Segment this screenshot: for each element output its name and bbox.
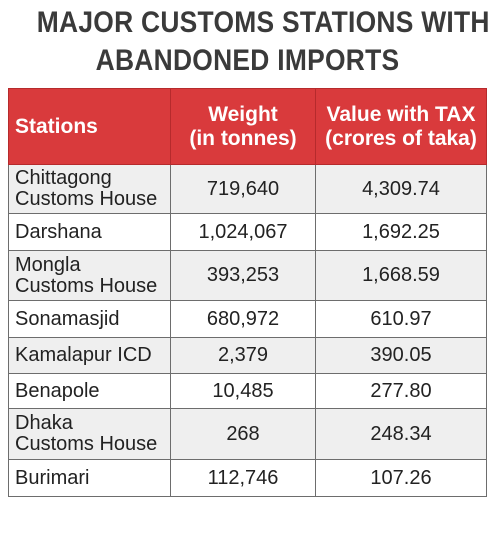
value-cell: 1,692.25 (315, 213, 487, 251)
value-cell: 4,309.74 (315, 164, 487, 214)
table-row: Benapole 10,485 277.80 (8, 373, 487, 409)
header-weight: Weight (in tonnes) (170, 88, 316, 165)
table-row: Chittagong Customs House 719,640 4,309.7… (8, 164, 487, 214)
station-cell: Darshana (8, 213, 171, 251)
weight-cell: 1,024,067 (170, 213, 316, 251)
weight-cell: 393,253 (170, 250, 316, 301)
station-cell: Benapole (8, 373, 171, 409)
station-name-line-1: Kamalapur ICD (15, 344, 152, 366)
value-cell: 1,668.59 (315, 250, 487, 301)
value-cell: 390.05 (315, 337, 487, 374)
station-name-line-2: Customs House (15, 274, 158, 297)
weight-cell: 112,746 (170, 459, 316, 497)
table-row: Darshana 1,024,067 1,692.25 (8, 213, 487, 251)
station-name-line-1: Mongla (15, 253, 81, 276)
table-row: Sonamasjid 680,972 610.97 (8, 300, 487, 338)
header-weight-label: Weight (208, 102, 278, 126)
value-cell: 277.80 (315, 373, 487, 409)
table-body: Chittagong Customs House 719,640 4,309.7… (8, 164, 487, 497)
header-value-label: Value with TAX (326, 102, 476, 126)
header-stations: Stations (8, 88, 171, 165)
station-name-line-1: Sonamasjid (15, 307, 120, 330)
weight-cell: 719,640 (170, 164, 316, 214)
table-header: Stations Weight (in tonnes) Value with T… (8, 88, 487, 165)
chart-title: MAJOR CUSTOMS STATIONS WITH ABANDONED IM… (36, 4, 490, 80)
table-row: Kamalapur ICD 2,379 390.05 (8, 337, 487, 374)
station-name-line-2: Customs House (15, 188, 158, 210)
header-value-unit: (crores of taka) (325, 126, 477, 150)
weight-cell: 680,972 (170, 300, 316, 338)
value-cell: 107.26 (315, 459, 487, 497)
station-name-line-1: Chittagong (15, 167, 112, 189)
station-cell: Mongla Customs House (8, 250, 171, 301)
station-name-line-1: Darshana (15, 220, 102, 243)
weight-cell: 2,379 (170, 337, 316, 374)
station-cell: Chittagong Customs House (8, 164, 171, 214)
header-stations-label: Stations (15, 114, 98, 138)
customs-table: Stations Weight (in tonnes) Value with T… (8, 88, 487, 497)
station-name-line-1: Dhaka (15, 412, 73, 434)
station-cell: Dhaka Customs House (8, 408, 171, 460)
station-cell: Burimari (8, 459, 171, 497)
station-cell: Sonamasjid (8, 300, 171, 338)
station-name-line-1: Benapole (15, 379, 100, 402)
chart-title-line-1: MAJOR CUSTOMS STATIONS WITH (36, 6, 490, 39)
chart-title-line-2: ABANDONED IMPORTS (95, 44, 400, 77)
table-row: Burimari 112,746 107.26 (8, 459, 487, 497)
station-name-line-1: Burimari (15, 466, 90, 489)
table-row: Dhaka Customs House 268 248.34 (8, 408, 487, 460)
header-row: Stations Weight (in tonnes) Value with T… (8, 88, 487, 165)
value-cell: 248.34 (315, 408, 487, 460)
table-row: Mongla Customs House 393,253 1,668.59 (8, 250, 487, 301)
header-value: Value with TAX (crores of taka) (315, 88, 487, 165)
station-name-line-2: Customs House (15, 433, 158, 455)
weight-cell: 268 (170, 408, 316, 460)
station-cell: Kamalapur ICD (8, 337, 171, 374)
header-weight-unit: (in tonnes) (189, 126, 297, 150)
weight-cell: 10,485 (170, 373, 316, 409)
value-cell: 610.97 (315, 300, 487, 338)
